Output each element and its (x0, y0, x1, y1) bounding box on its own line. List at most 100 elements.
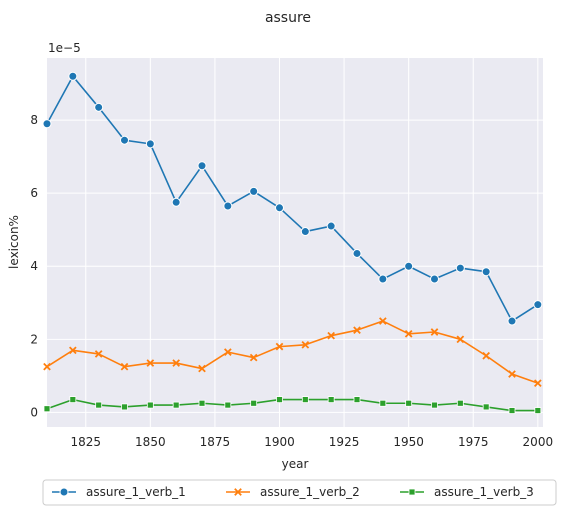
y-tick-label: 0 (30, 405, 38, 419)
x-marker-stroke (94, 350, 103, 358)
data-point (250, 399, 258, 407)
data-point (94, 350, 103, 358)
data-point (430, 328, 439, 336)
data-point (352, 248, 362, 258)
x-marker-stroke (249, 353, 258, 362)
data-point (43, 405, 51, 413)
data-point (327, 396, 335, 403)
data-point (482, 403, 490, 411)
chart-title: assure (265, 10, 311, 26)
x-marker-stroke (68, 346, 77, 355)
y-ticks: 0 2 4 6 8 (30, 113, 38, 419)
x-marker-stroke (533, 379, 542, 387)
data-point (145, 139, 155, 149)
series-line (46, 398, 538, 412)
y-tick-label: 2 (30, 332, 38, 346)
data-point (172, 359, 181, 367)
legend-marker (59, 487, 69, 497)
data-point (223, 348, 232, 356)
data-point (276, 396, 283, 403)
data-point (249, 353, 258, 362)
data-point (197, 161, 207, 171)
legend-label: assure_1_verb_2 (260, 485, 360, 499)
x-marker-stroke (378, 317, 387, 325)
data-point (43, 362, 51, 371)
data-point (430, 274, 439, 284)
data-point (482, 351, 491, 360)
x-marker-stroke (120, 362, 129, 371)
data-point (94, 102, 104, 112)
data-point (378, 317, 387, 325)
data-point (455, 263, 465, 273)
x-marker-stroke (172, 359, 181, 367)
data-point (300, 227, 310, 237)
data-point (275, 203, 284, 213)
x-tick-label: 1875 (200, 435, 231, 449)
data-point (404, 261, 414, 271)
data-point (301, 396, 309, 403)
y-tick-label: 8 (30, 113, 38, 127)
data-point (533, 300, 543, 310)
y-tick-label: 4 (30, 259, 38, 273)
data-point (120, 135, 129, 145)
x-marker-stroke (275, 342, 284, 351)
y-axis-label: lexicon% (7, 215, 21, 269)
data-point (121, 403, 128, 411)
data-point (353, 326, 361, 335)
x-marker-stroke (43, 362, 51, 371)
x-marker-stroke (327, 331, 336, 340)
data-point (95, 401, 103, 409)
data-point (431, 401, 438, 409)
x-axis-label: year (282, 457, 309, 471)
data-point (275, 342, 284, 351)
data-point (68, 71, 78, 81)
data-point (405, 399, 413, 407)
data-point (481, 267, 491, 277)
plot-area (47, 58, 543, 427)
data-point (379, 399, 387, 407)
data-point (326, 221, 336, 231)
data-point (404, 330, 413, 338)
x-tick-label: 1925 (329, 435, 360, 449)
data-point (120, 362, 129, 371)
x-marker-stroke (146, 359, 155, 367)
legend-label: assure_1_verb_1 (86, 485, 186, 499)
data-point (146, 359, 155, 367)
data-point (249, 186, 259, 196)
data-point (172, 401, 180, 409)
data-point (508, 370, 516, 378)
series-line (46, 320, 539, 384)
data-point (378, 274, 388, 284)
data-point (223, 201, 233, 211)
x-marker-stroke (234, 488, 242, 496)
x-marker-stroke (508, 370, 516, 378)
x-marker-stroke (353, 326, 361, 335)
data-point (456, 335, 465, 344)
x-tick-label: 1975 (458, 435, 489, 449)
legend-frame (42, 479, 557, 506)
legend-label: assure_1_verb_3 (434, 485, 534, 499)
data-point (198, 364, 206, 373)
x-tick-label: 1850 (135, 435, 166, 449)
x-tick-label: 1950 (393, 435, 424, 449)
series-group (42, 71, 543, 414)
series-assure_1_verb_2 (43, 317, 542, 387)
series-assure_1_verb_3 (43, 396, 542, 414)
data-point (327, 331, 336, 340)
data-point (224, 401, 232, 409)
data-point (171, 197, 181, 207)
x-marker-stroke (198, 364, 206, 373)
data-point (198, 399, 206, 407)
legend-marker (408, 488, 416, 496)
data-point (42, 119, 52, 129)
x-marker-stroke (482, 351, 491, 360)
data-point (456, 399, 464, 407)
legend-marker (234, 488, 242, 496)
legend-item: assure_1_verb_2 (226, 485, 360, 499)
x-marker-stroke (430, 328, 439, 336)
data-point (534, 407, 542, 414)
y-scale-label: 1e−5 (48, 41, 81, 55)
data-point (533, 379, 542, 387)
y-tick-label: 6 (30, 186, 38, 200)
